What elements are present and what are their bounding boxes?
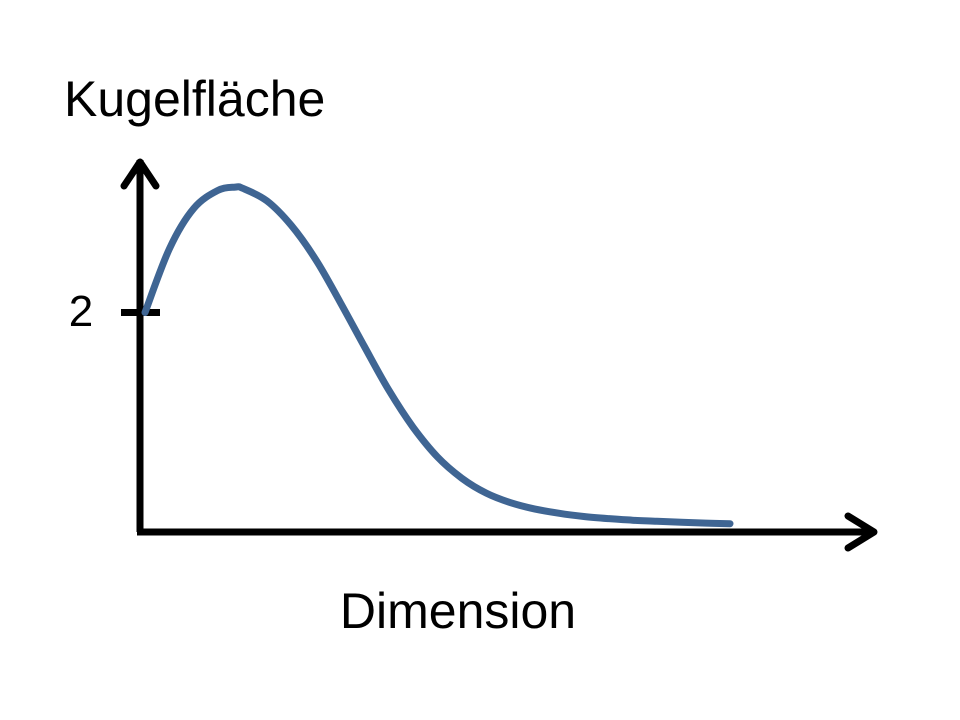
x-axis-label: Dimension: [340, 583, 576, 639]
y-axis-label: Kugelfläche: [64, 71, 325, 127]
x-axis-arrowhead: [844, 512, 878, 552]
y-axis-arrowhead: [120, 158, 160, 190]
series-line: [141, 183, 734, 528]
y-tick-label: 2: [69, 287, 93, 336]
